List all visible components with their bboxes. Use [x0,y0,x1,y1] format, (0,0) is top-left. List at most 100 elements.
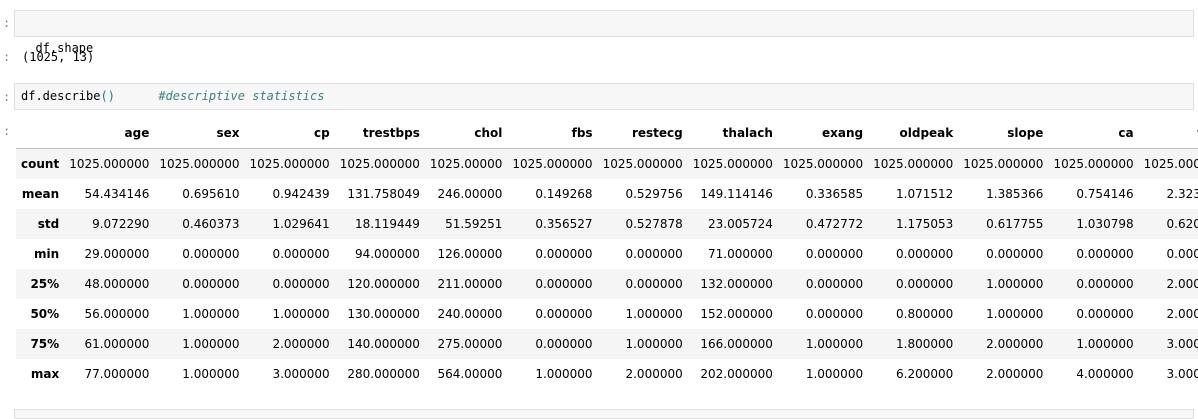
table-cell: 1.000000 [625,307,683,321]
table-cell: 0.356527 [535,217,593,231]
table-cell: 1.800000 [896,337,954,351]
output-prompt: : [3,50,11,64]
table-cell: 54.434146 [84,187,150,201]
table-cell: 48.000000 [84,277,150,291]
table-row: 50% 56.000000 1.000000 1.000000 130.000000 24… [16,299,1198,329]
code-comment: #descriptive statistics [158,89,325,103]
table-row: std 9.072290 0.460373 1.029641 18.119449 51.5… [16,209,1198,239]
table-cell: 0.000000 [805,307,864,321]
row-index: 25% [30,277,60,291]
table-cell: 0.000000 [896,247,954,261]
table-cell: 0.149268 [535,187,593,201]
table-cell: 1025.00000 [429,157,503,171]
table-cell: 1.000000 [535,367,593,381]
table-cell: 1.071512 [896,187,954,201]
table-cell: 71.000000 [708,247,773,261]
table-cell: 0.000000 [1076,307,1134,321]
code-text: df.shape [35,41,94,55]
code-cell-shape[interactable]: df.shape [14,10,1194,55]
column-header: chol [424,118,508,149]
table-cell: 240.00000 [437,307,503,321]
table-cell: 56.000000 [84,307,150,321]
table-cell: 202.000000 [700,367,773,381]
input-prompt: : [3,16,11,30]
table-cell: 120.000000 [347,277,420,291]
table-cell: 0.942439 [272,187,330,201]
table-cell: 149.114146 [700,187,773,201]
table-cell: 1.000000 [1076,337,1134,351]
table-cell: 0.000000 [1166,247,1198,261]
table-cell: 3.000000 [1166,337,1198,351]
table-cell: 0.000000 [986,247,1044,261]
table-cell: 0.000000 [896,277,954,291]
table-cell: 61.000000 [84,337,150,351]
table-cell: 130.000000 [347,307,420,321]
table-cell: 132.000000 [700,277,773,291]
table-cell: 1.000000 [805,367,864,381]
row-index: 50% [30,307,60,321]
column-header: oldpeak [868,118,959,149]
index-header [16,118,65,149]
table-cell: 2.000000 [272,337,330,351]
table-cell: 1025.000000 [339,157,420,171]
table-cell: 1025.000000 [602,157,683,171]
table-cell: 1025.000000 [782,157,864,171]
table-cell: 280.000000 [347,367,420,381]
table-cell: 0.000000 [535,247,593,261]
table-body: count 1025.000000 1025.000000 1025.000000 10… [16,148,1198,390]
table-cell: 564.00000 [437,367,503,381]
column-header: trestbps [334,118,425,149]
table-cell: 1025.000000 [1143,157,1198,171]
table-cell: 0.460373 [182,217,240,231]
table-cell: 140.000000 [347,337,420,351]
table-cell: 1.000000 [272,307,330,321]
column-header: slope [958,118,1049,149]
table-row: mean 54.434146 0.695610 0.942439 131.758049 2… [16,179,1198,209]
table-cell: 1.000000 [986,307,1044,321]
table-cell: 2.000000 [625,367,683,381]
table-cell: 1025.000000 [963,157,1044,171]
code-cell-describe[interactable]: df.describe() #descriptive statistics [14,83,1194,110]
table-cell: 3.000000 [1166,367,1198,381]
table-cell: 1.000000 [986,277,1044,291]
table-cell: 0.617755 [986,217,1044,231]
table-row: 75% 61.000000 1.000000 2.000000 140.000000 27… [16,329,1198,359]
table-cell: 2.000000 [986,337,1044,351]
table-cell: 2.323902 [1166,187,1198,201]
table-cell: 3.000000 [272,367,330,381]
table-cell: 0.529756 [625,187,683,201]
table-cell: 0.000000 [625,247,683,261]
row-index: std [37,217,60,231]
table-cell: 2.000000 [986,367,1044,381]
column-header: restecg [597,118,688,149]
column-header: thalach [687,118,778,149]
table-cell: 0.754146 [1076,187,1134,201]
row-index: mean [21,187,60,201]
next-code-cell[interactable] [14,409,1194,419]
table-row: count 1025.000000 1025.000000 1025.000000 10… [16,148,1198,179]
table-cell: 94.000000 [354,247,420,261]
table-cell: 1.030798 [1076,217,1134,231]
table-row: min 29.000000 0.000000 0.000000 94.000000 126… [16,239,1198,269]
table-cell: 29.000000 [84,247,150,261]
table-cell: 0.000000 [535,277,593,291]
table-cell: 275.00000 [437,337,503,351]
table-cell: 1025.000000 [512,157,593,171]
table-cell: 211.00000 [437,277,503,291]
table-cell: 0.000000 [805,247,864,261]
table-cell: 18.119449 [354,217,420,231]
table-cell: 0.000000 [805,277,864,291]
table-row: max 77.000000 1.000000 3.000000 280.000000 56… [16,359,1198,389]
open-paren: ( [100,89,108,103]
table-cell: 9.072290 [92,217,150,231]
table-cell: 1.000000 [182,307,240,321]
table-cell: 0.472772 [805,217,864,231]
table-row: 25% 48.000000 0.000000 0.000000 120.000000 21… [16,269,1198,299]
table-cell: 77.000000 [84,367,150,381]
table-cell: 4.000000 [1076,367,1134,381]
table-cell: 0.000000 [625,277,683,291]
column-header: thal [1138,118,1198,149]
table-cell: 0.000000 [182,247,240,261]
table-header-row: age sex cp trestbps chol fbs restecg thalach exa… [16,118,1198,149]
table-cell: 1025.000000 [249,157,330,171]
